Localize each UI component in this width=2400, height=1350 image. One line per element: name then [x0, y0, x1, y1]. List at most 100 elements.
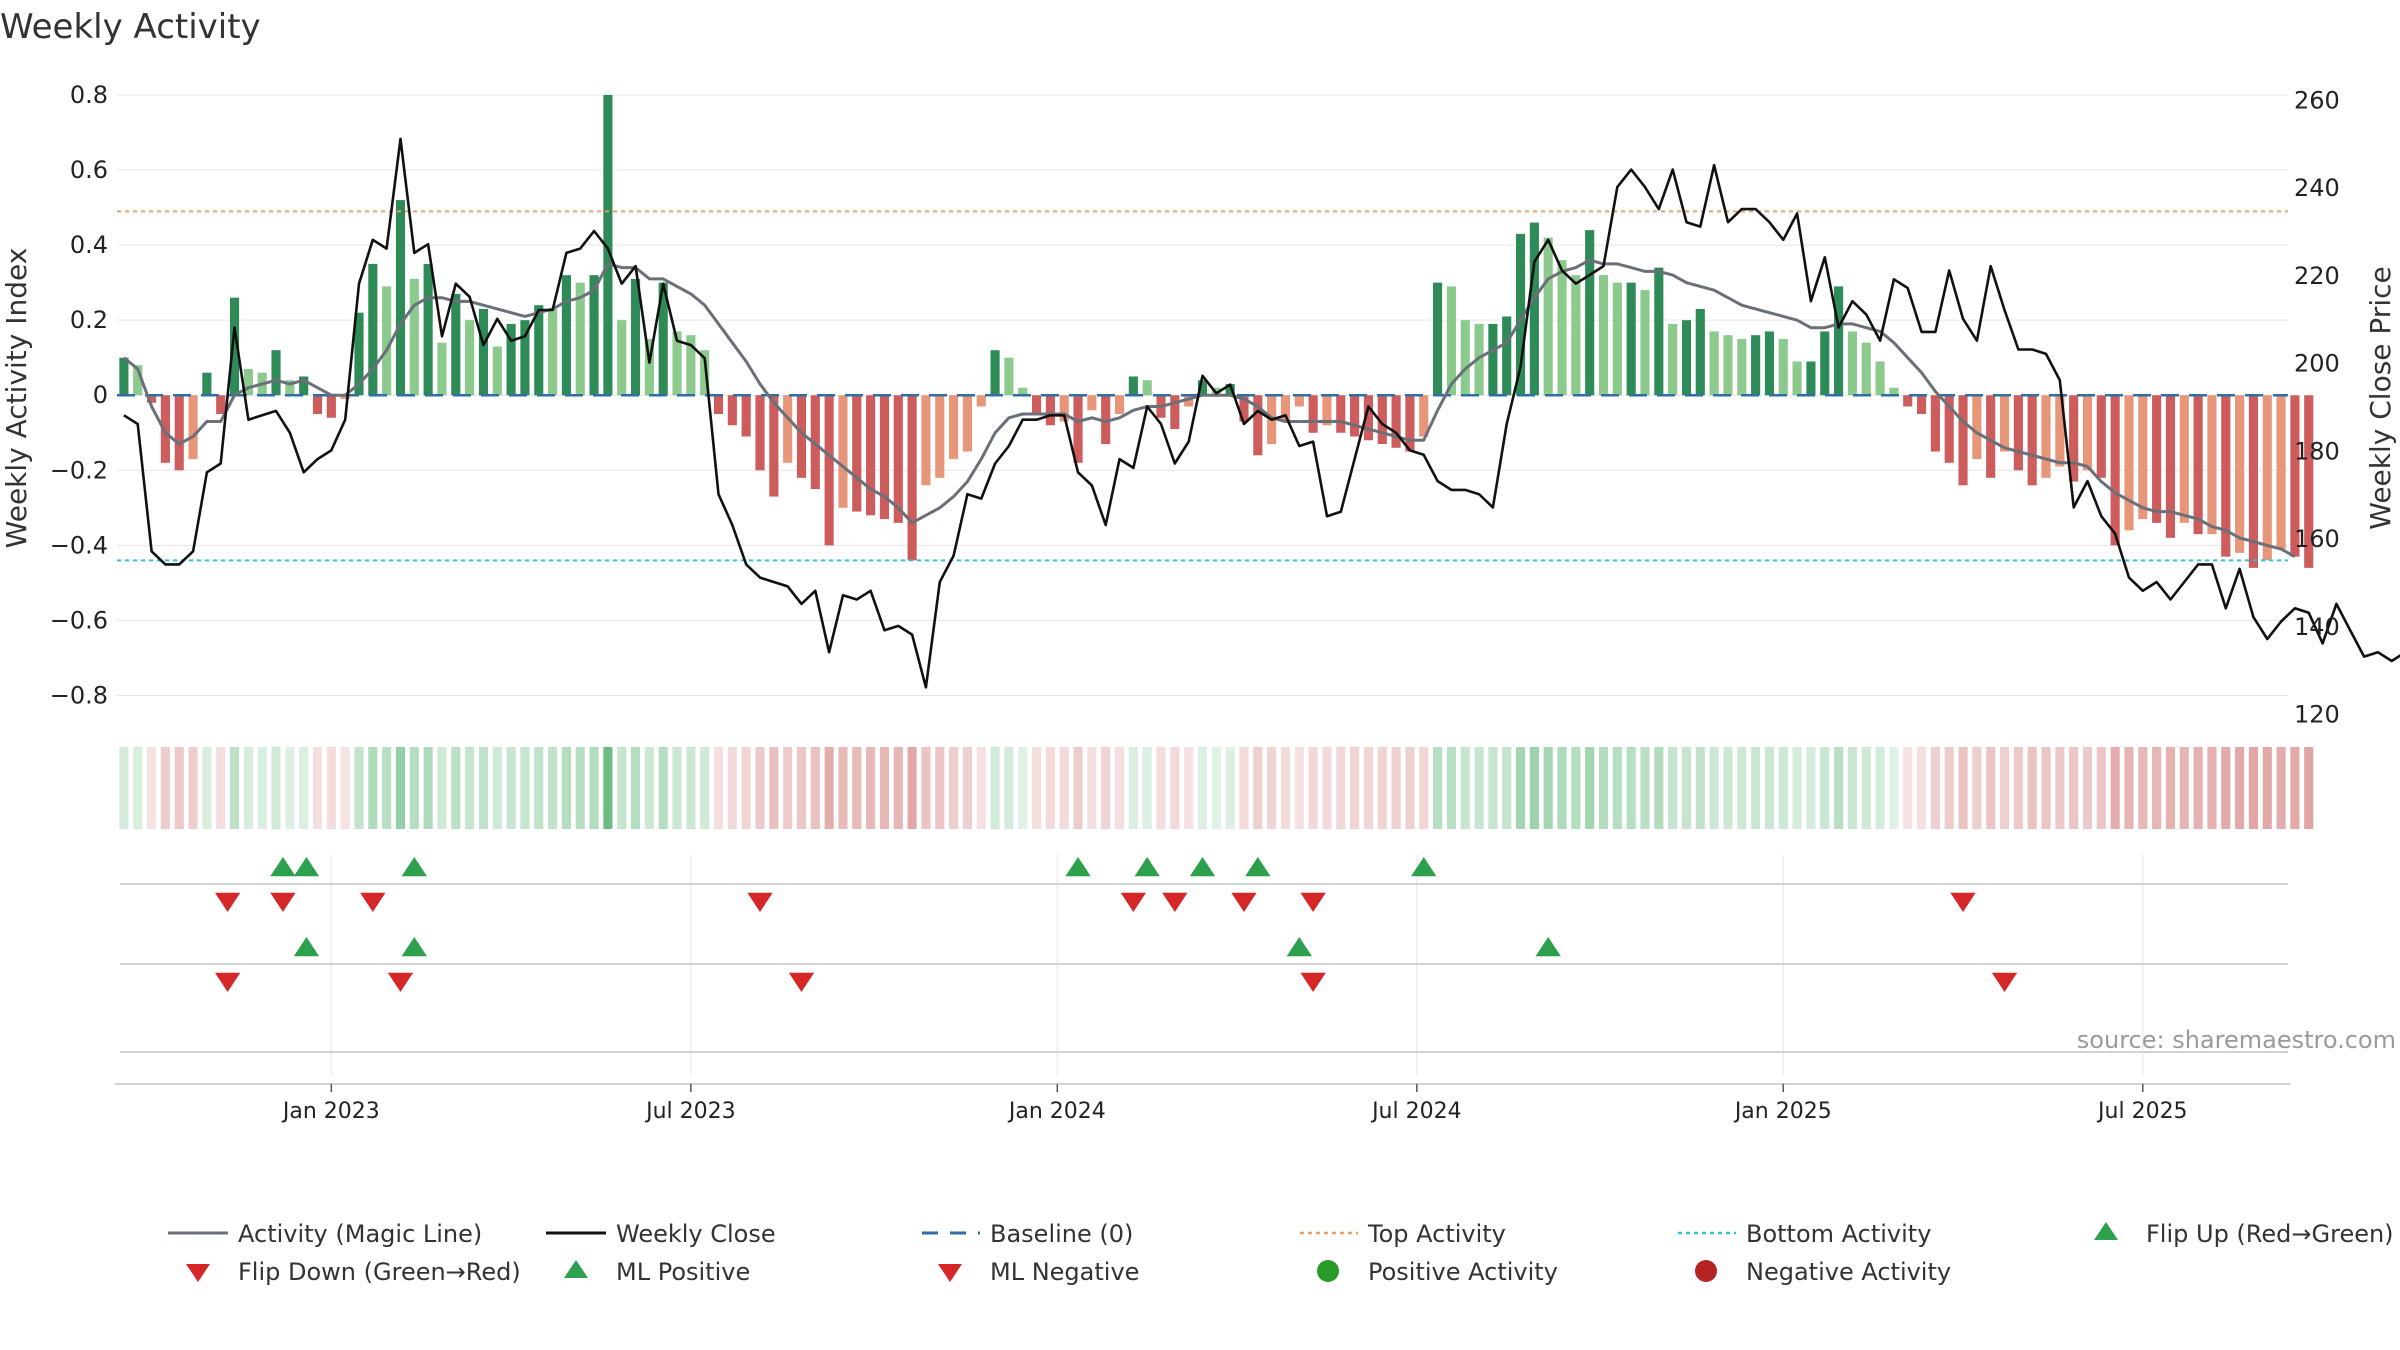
- activity-bar: [1059, 395, 1069, 422]
- heat-strip-cell: [382, 747, 392, 829]
- heat-strip-cell: [1059, 747, 1069, 829]
- activity-bar: [796, 395, 807, 478]
- heat-strip-cell: [962, 747, 972, 829]
- activity-bar: [1695, 308, 1705, 396]
- activity-bar: [1958, 395, 1968, 486]
- legend-item: Flip Down (Green→Red): [186, 1258, 521, 1286]
- activity-bar: [686, 335, 696, 396]
- legend-swatch-triangle-down: [938, 1264, 962, 1282]
- activity-bar: [2235, 395, 2245, 553]
- heat-strip-cell: [1972, 747, 1982, 829]
- activity-bar: [1502, 316, 1512, 396]
- y-axis-label: Weekly Activity Index: [0, 248, 33, 549]
- activity-bar: [893, 395, 903, 523]
- activity-bar: [506, 323, 516, 396]
- activity-bar: [1571, 275, 1581, 396]
- activity-bar: [2138, 395, 2148, 520]
- activity-bar: [1972, 395, 1982, 460]
- ml-negative-marker: [788, 972, 815, 992]
- activity-bar: [1350, 395, 1360, 437]
- heat-strip-cell: [1543, 747, 1553, 829]
- activity-bar: [2013, 395, 2023, 471]
- axis-ticks: 0.8 0.6 0.4 0.2 0 −0.2 −0.4 −0.6 −0.8 260 240 220 20…: [50, 81, 2340, 729]
- heat-strip-cell: [1626, 747, 1636, 829]
- activity-bar: [1101, 395, 1111, 445]
- activity-bar: [1515, 233, 1526, 396]
- heat-strip-cell: [603, 747, 613, 829]
- y2-tick-label: 220: [2294, 262, 2340, 290]
- legend-swatch-triangle-up: [564, 1260, 588, 1278]
- activity-bar: [548, 308, 558, 396]
- activity-bar: [2082, 395, 2093, 471]
- activity-bar: [1875, 361, 1885, 396]
- activity-bar: [1377, 395, 1387, 445]
- heat-strip-cell: [921, 747, 931, 829]
- activity-bar: [1654, 267, 1664, 396]
- activity-bar: [2193, 395, 2203, 535]
- activity-bar: [630, 278, 641, 396]
- heat-strip-cell: [492, 747, 502, 829]
- heat-strip-cell: [1834, 747, 1844, 829]
- activity-bar: [451, 293, 461, 396]
- activity-bar: [1668, 323, 1678, 396]
- activity-bar: [838, 395, 848, 508]
- heat-strip-cell: [1211, 747, 1221, 829]
- heat-strip-cell: [1488, 747, 1498, 829]
- heat-strip-cell: [2082, 747, 2093, 829]
- activity-bar: [2124, 395, 2134, 531]
- ml-negative-marker: [214, 972, 241, 992]
- activity-bar: [824, 395, 834, 546]
- legend: Activity (Magic Line) Weekly Close Baselin…: [168, 1220, 2394, 1286]
- activity-bar: [713, 395, 724, 415]
- flip-down-marker: [270, 892, 296, 912]
- legend-item: Baseline (0): [922, 1220, 1133, 1248]
- activity-bar: [949, 395, 959, 460]
- heat-strip-cell: [2193, 747, 2203, 829]
- heat-strip-cell: [147, 747, 157, 829]
- activity-bar: [2110, 395, 2120, 546]
- activity-bar: [1557, 260, 1567, 396]
- heat-strip-cell: [1571, 747, 1581, 829]
- heat-strip-cell: [2165, 747, 2176, 829]
- y2-tick-label: 180: [2294, 437, 2340, 465]
- heat-strip-cell: [589, 747, 599, 829]
- x-tick-label: Jul 2023: [644, 1099, 736, 1124]
- activity-bar: [1197, 380, 1208, 396]
- heat-strip-cell: [1944, 747, 1954, 829]
- y-tick-label: −0.2: [50, 456, 108, 484]
- heat-strip-cell: [1847, 747, 1857, 829]
- legend-label: Top Activity: [1367, 1220, 1506, 1248]
- heat-strip-cell: [2096, 747, 2106, 829]
- activity-bar: [1045, 395, 1055, 426]
- heat-strip-cell: [1114, 747, 1125, 829]
- heat-strip-cell: [1502, 747, 1512, 829]
- source-credit: source: sharemaestro.com: [2077, 1026, 2396, 1054]
- heat-strip-cell: [1515, 747, 1526, 829]
- activity-bar: [1598, 275, 1609, 396]
- heat-strip-cell: [824, 747, 834, 829]
- heat-strip-cell: [2152, 747, 2162, 829]
- legend-item: Top Activity: [1300, 1220, 1506, 1248]
- heat-strip-cell: [2290, 747, 2300, 829]
- legend-label: Negative Activity: [1746, 1258, 1951, 1286]
- heat-strip-cell: [2276, 747, 2286, 829]
- y2-tick-label: 140: [2294, 613, 2340, 641]
- heat-strip-cell: [879, 747, 890, 829]
- heat-strip-cell: [658, 747, 668, 829]
- heat-strip-cell: [1930, 747, 1940, 829]
- activity-bar: [1751, 335, 1761, 396]
- heat-strip-cell: [1101, 747, 1111, 829]
- heat-strip-cell: [1875, 747, 1885, 829]
- heat-strip-cell: [990, 747, 1000, 829]
- signal-markers: [120, 857, 2288, 1053]
- heat-strip-cell: [1999, 747, 2010, 829]
- activity-bar: [285, 380, 295, 396]
- heat-strip-cell: [2027, 747, 2037, 829]
- flip-up-marker: [293, 857, 320, 877]
- activity-bar: [990, 350, 1000, 396]
- heat-strip-cell: [1695, 747, 1705, 829]
- legend-item: Bottom Activity: [1678, 1220, 1931, 1248]
- activity-bar: [1723, 335, 1733, 396]
- y2-tick-label: 160: [2294, 525, 2340, 553]
